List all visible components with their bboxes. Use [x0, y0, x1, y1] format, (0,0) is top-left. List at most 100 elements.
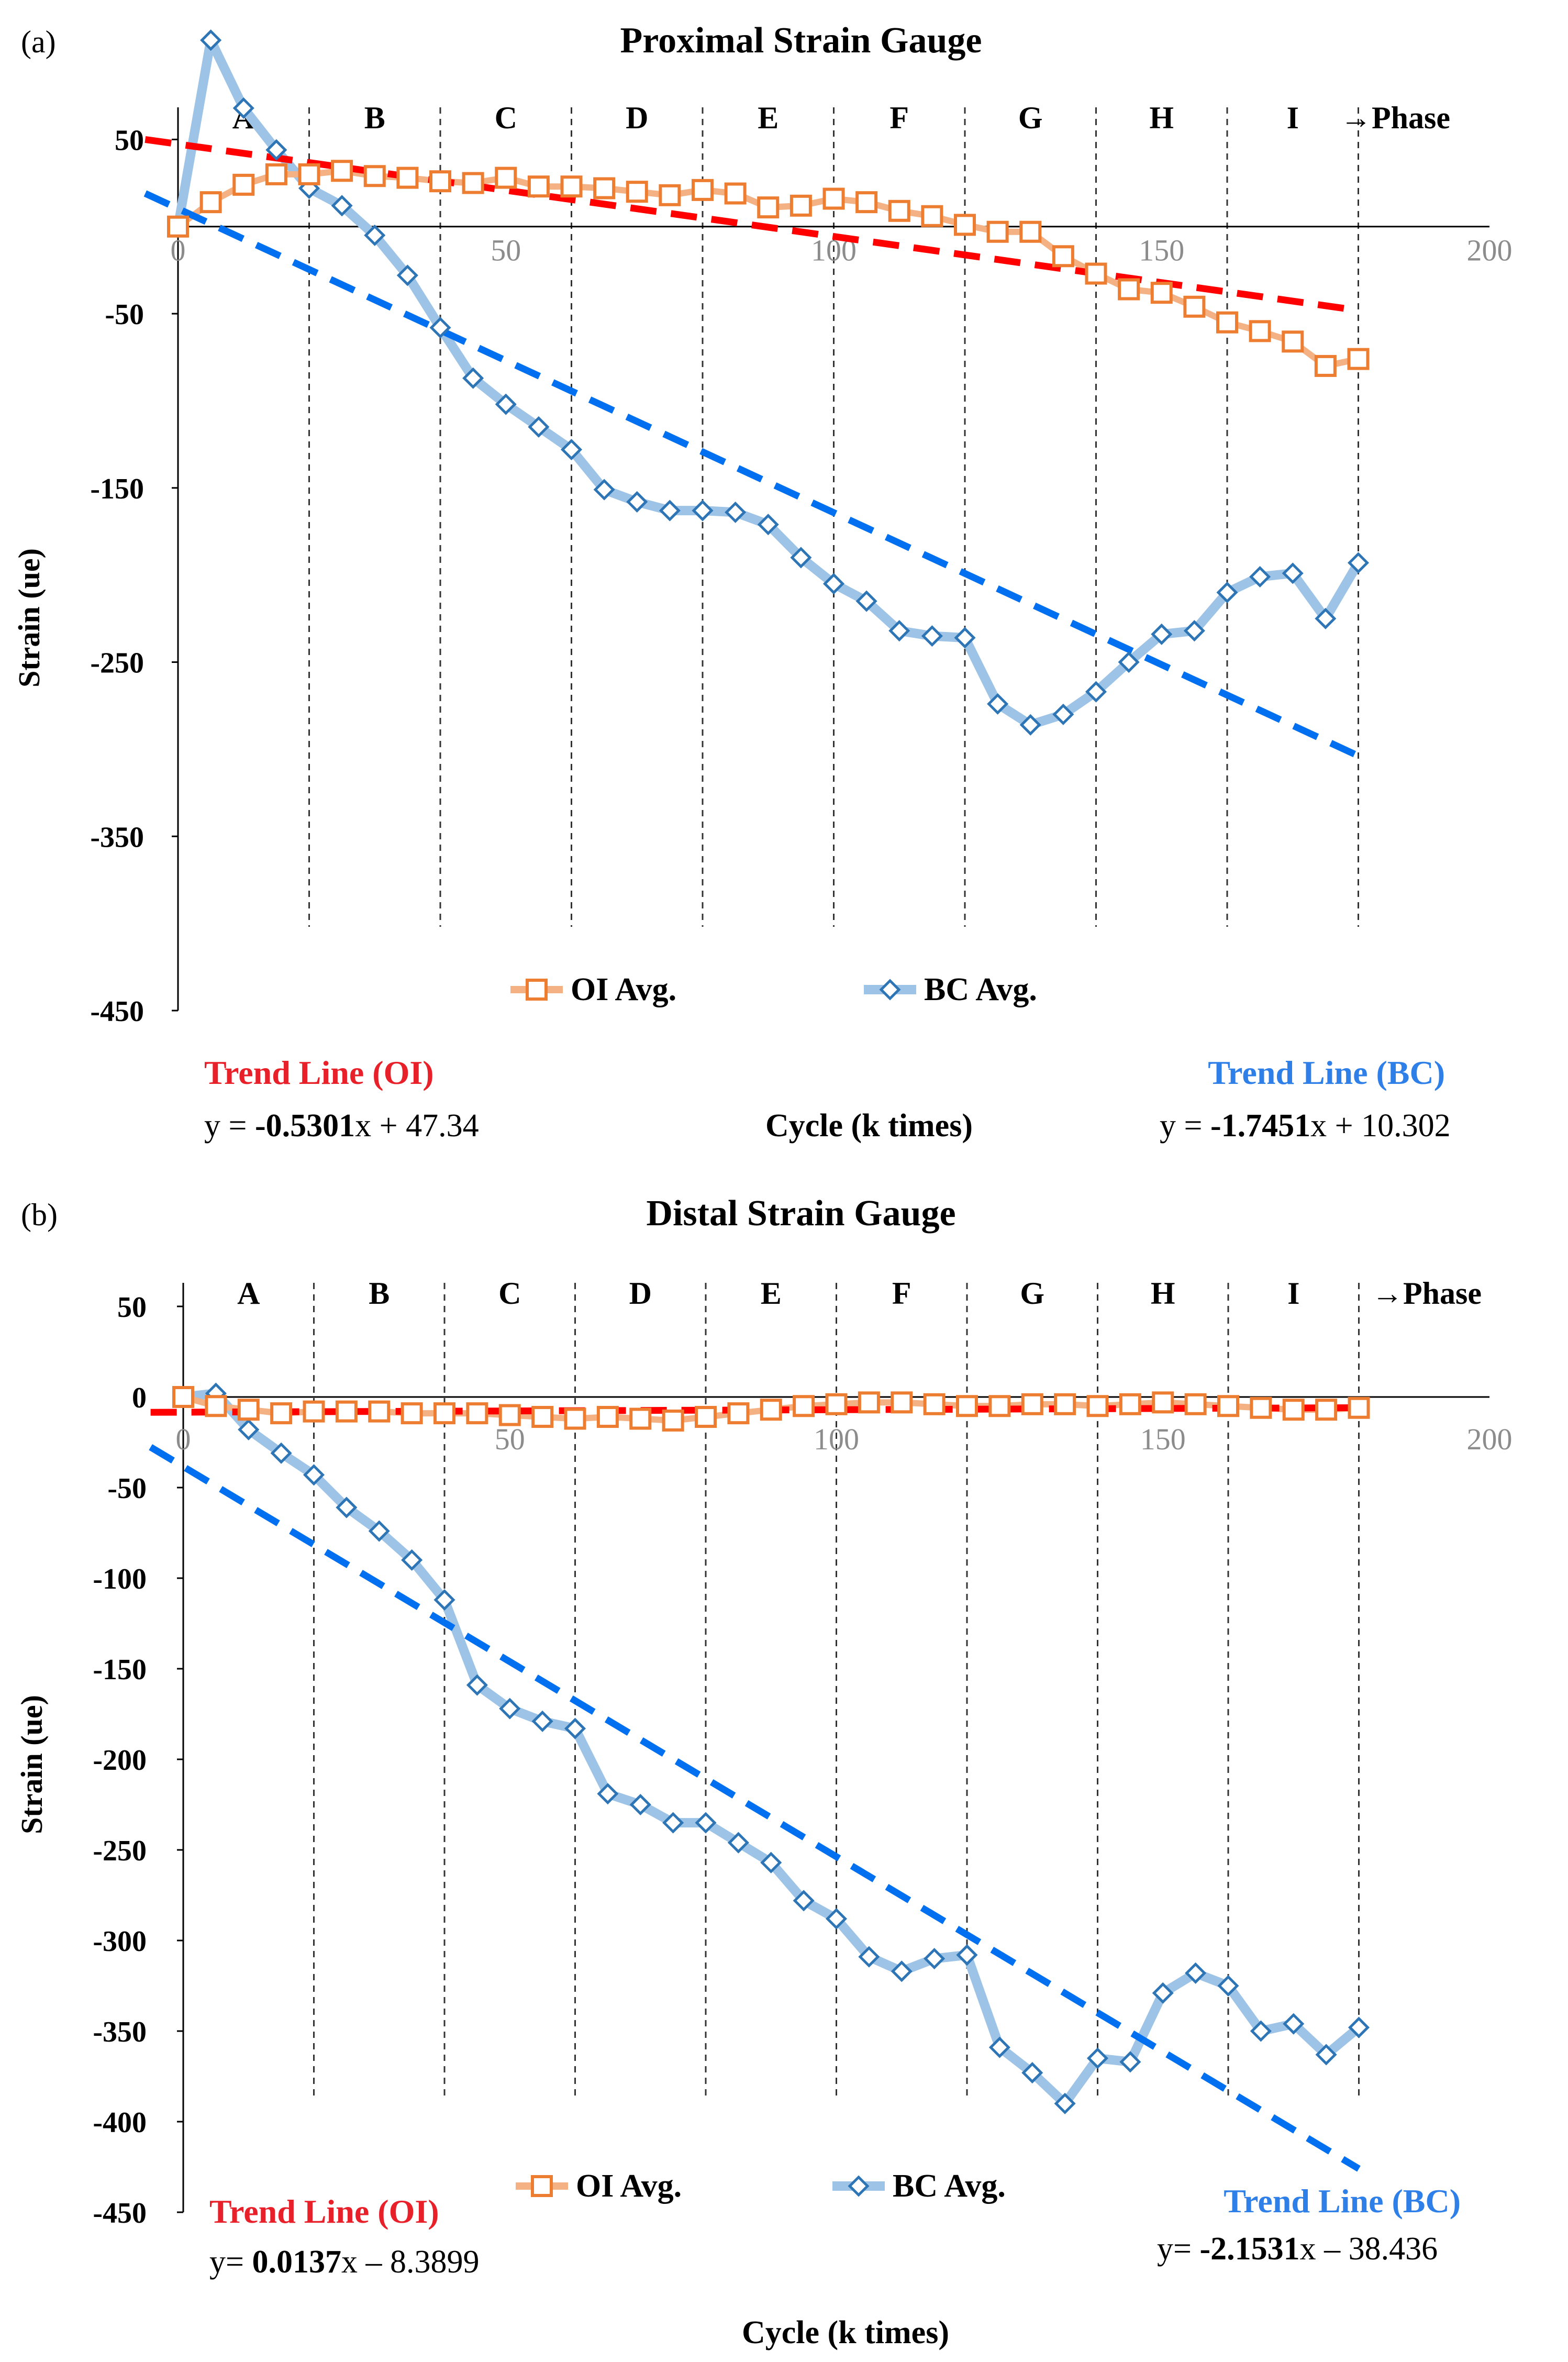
oi-data-point: [858, 1391, 880, 1414]
bc-data-point: [528, 416, 550, 438]
oi-data-point: [232, 173, 255, 196]
legend-oi-label: OI Avg.: [571, 972, 676, 1007]
oi-data-point: [331, 160, 353, 182]
bc-data-point: [825, 1908, 848, 1930]
oi-data-point: [1217, 1395, 1239, 1417]
oi-data-point: [793, 1395, 815, 1417]
phase-label: B: [364, 101, 385, 135]
x-axis-label: Cycle (k times): [742, 2315, 949, 2350]
oi-data-point: [1152, 1391, 1174, 1414]
bc-data-point: [1054, 2092, 1076, 2114]
oi-data-point: [498, 1404, 521, 1426]
phase-label: I: [1287, 101, 1299, 135]
legend-bc-label: BC Avg.: [924, 972, 1037, 1007]
x-tick-label: 150: [1139, 234, 1184, 268]
bc-data-point: [1118, 651, 1140, 673]
oi-data-point: [1184, 1393, 1207, 1415]
bc-data-point: [1052, 703, 1074, 725]
phase-label: H: [1151, 1276, 1175, 1311]
oi-data-point: [825, 1393, 848, 1415]
bc-data-point: [822, 573, 845, 595]
oi-data-point: [270, 1402, 293, 1425]
bc-data-point: [462, 367, 484, 389]
oi-data-point: [760, 1399, 782, 1421]
bc-data-point: [1183, 620, 1205, 642]
x-tick-label: 0: [176, 1422, 191, 1456]
oi-data-point: [923, 1393, 946, 1415]
y-tick-label: 50: [115, 124, 144, 157]
oi-data-point: [167, 215, 189, 238]
oi-data-point: [303, 1400, 325, 1423]
oi-data-point: [1086, 1395, 1109, 1417]
oi-data-point: [855, 191, 878, 214]
bc-data-point: [858, 1946, 880, 1968]
chart-title: Distal Strain Gauge: [646, 1193, 955, 1234]
y-axis-label: Strain (ue): [15, 1695, 49, 1834]
bc-data-point: [1119, 2051, 1141, 2073]
oi-data-point: [205, 1395, 227, 1417]
bc-data-point: [757, 514, 779, 536]
oi-data-point: [363, 165, 386, 187]
bc-data-point: [1250, 2020, 1272, 2042]
oi-data-point: [462, 172, 484, 194]
oi-data-point: [429, 170, 451, 193]
y-tick-label: -350: [90, 821, 144, 853]
y-tick-label: -100: [93, 1563, 147, 1595]
oi-data-point: [662, 1409, 684, 1432]
y-tick-label: -450: [93, 2197, 147, 2230]
oi-data-point: [659, 184, 681, 206]
bc-data-point: [695, 1812, 717, 1834]
oi-data-point: [727, 1402, 750, 1425]
bc-data-point: [727, 1832, 749, 1854]
oi-data-point: [1021, 1393, 1043, 1415]
trend-bc-title: Trend Line (BC): [1224, 2182, 1461, 2220]
bc-data-point: [396, 264, 418, 286]
bc-data-point: [336, 1496, 358, 1518]
bc-data-point: [921, 625, 943, 647]
bc-avg-series-line: [173, 35, 1363, 730]
bc-data-point: [1348, 2016, 1370, 2038]
oi-data-point: [368, 1400, 391, 1423]
oi-data-point: [560, 175, 583, 198]
bc-data-point: [331, 195, 353, 217]
trend-oi-title: Trend Line (OI): [204, 1054, 434, 1091]
bc-data-point: [1085, 681, 1107, 703]
proximal-panel: (a)Proximal Strain GaugeABCDEFGHI→Phase5…: [12, 20, 1513, 1144]
phase-arrow-label: →Phase: [1340, 101, 1450, 135]
bc-data-point: [1216, 581, 1238, 603]
y-tick-label: -250: [93, 1835, 147, 1867]
oi-data-point: [1314, 354, 1337, 377]
y-tick-label: -150: [90, 473, 144, 505]
x-axis-label: Cycle (k times): [765, 1108, 973, 1144]
trend-bc-title: Trend Line (BC): [1208, 1054, 1445, 1091]
bc-data-point: [564, 1717, 586, 1739]
phase-label: C: [495, 101, 517, 135]
oi-data-point: [891, 1391, 913, 1414]
oi-data-point: [629, 1407, 652, 1430]
trend-oi-equation: y= 0.0137x – 8.3899: [209, 2244, 479, 2280]
trend-oi-equation: y = -0.5301x + 47.34: [204, 1108, 479, 1144]
oi-data-point: [1054, 1393, 1076, 1415]
oi-data-point: [822, 187, 845, 210]
bc-data-point: [956, 1944, 978, 1966]
bc-data-point: [466, 1674, 488, 1696]
oi-data-point: [695, 1406, 717, 1428]
trend-bc-equation: y= -2.1531x – 38.436: [1157, 2231, 1438, 2267]
bc-data-point: [495, 393, 517, 415]
phase-label: G: [1020, 1276, 1044, 1311]
oi-data-point: [401, 1402, 423, 1425]
x-tick-label: 50: [495, 1422, 525, 1456]
bc-data-point: [364, 224, 386, 246]
legend-bc-label: BC Avg.: [893, 2168, 1006, 2204]
x-tick-label: 50: [491, 234, 521, 268]
bc-data-point: [790, 547, 812, 569]
bc-data-point: [1347, 552, 1370, 574]
x-tick-label: 150: [1140, 1422, 1186, 1456]
bc-data-point: [987, 693, 1009, 715]
oi-data-point: [1019, 220, 1042, 243]
y-tick-label: -50: [105, 298, 144, 331]
y-tick-label: -300: [93, 1925, 147, 1958]
bc-data-point: [988, 2036, 1010, 2058]
trend-bc-equation: y = -1.7451x + 10.302: [1160, 1108, 1451, 1144]
oi-data-point: [1183, 295, 1206, 318]
